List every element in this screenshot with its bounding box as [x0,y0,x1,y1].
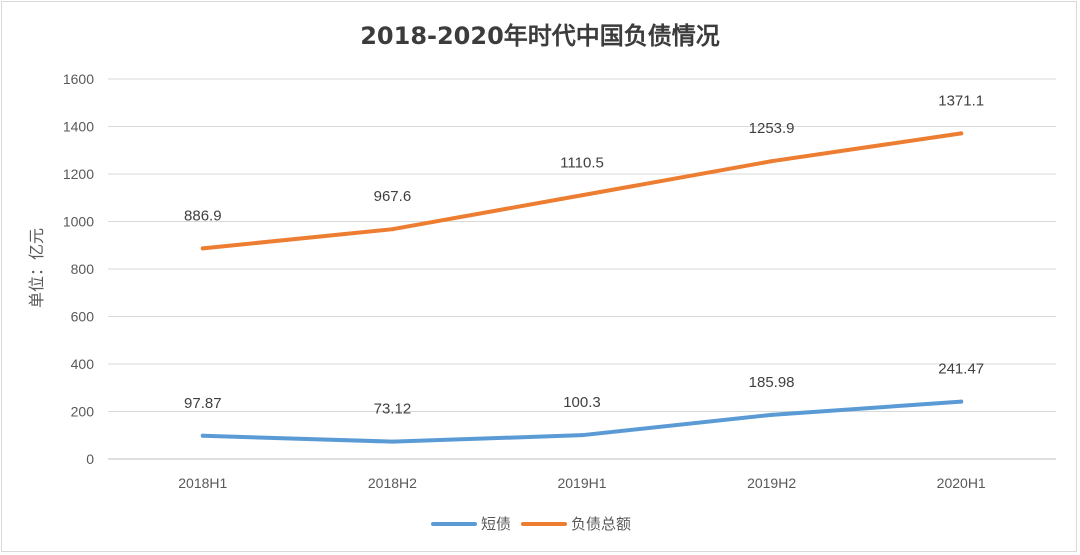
data-point [390,439,395,444]
legend: 短债 负债总额 [431,515,631,533]
x-axis-ticks: 2018H1 2018H2 2019H1 2019H2 2020H1 [178,475,986,491]
legend-label: 短债 [481,515,511,533]
x-tick-label: 2019H1 [557,475,606,491]
data-label: 967.6 [374,188,412,205]
data-point [200,433,205,438]
data-point [580,193,584,198]
series-lines [200,131,964,444]
y-tick-label: 1000 [63,214,94,230]
data-point [769,412,774,417]
series-line-2 [200,131,964,251]
data-label: 100.3 [563,394,601,411]
data-label: 97.87 [184,395,222,412]
y-tick-label: 1200 [63,166,94,182]
legend-label: 负债总额 [571,515,631,533]
y-tick-label: 600 [71,309,95,325]
data-label: 185.98 [749,374,795,391]
y-tick-label: 1400 [63,119,94,135]
data-point [390,227,395,232]
y-axis-title: 单位：亿元 [27,228,46,308]
data-label: 1371.1 [938,92,984,109]
data-point [200,246,205,251]
data-point [959,131,964,136]
data-label: 1253.9 [749,120,795,137]
data-point [769,159,774,164]
y-tick-label: 400 [71,356,95,372]
data-label: 886.9 [184,207,222,224]
x-tick-label: 2020H1 [937,475,986,491]
data-labels: 97.87 73.12 100.3 185.98 241.47 886.9 967.6 111… [184,92,984,417]
data-label: 241.47 [938,361,984,378]
data-point [959,399,964,404]
y-tick-label: 200 [71,404,95,420]
data-label: 73.12 [374,401,412,418]
x-tick-label: 2018H1 [178,475,227,491]
y-tick-label: 1600 [63,71,94,87]
y-tick-label: 800 [71,261,95,277]
grid-lines [108,78,1056,460]
y-axis-ticks: 0 200 400 600 800 1000 1200 1400 1600 [63,71,94,467]
chart-title: 2018-2020年时代中国负债情况 [360,22,720,50]
data-label: 1110.5 [560,154,604,171]
x-tick-label: 2018H2 [368,475,417,491]
x-tick-label: 2019H2 [747,475,796,491]
y-tick-label: 0 [86,451,94,467]
data-point [580,433,584,438]
